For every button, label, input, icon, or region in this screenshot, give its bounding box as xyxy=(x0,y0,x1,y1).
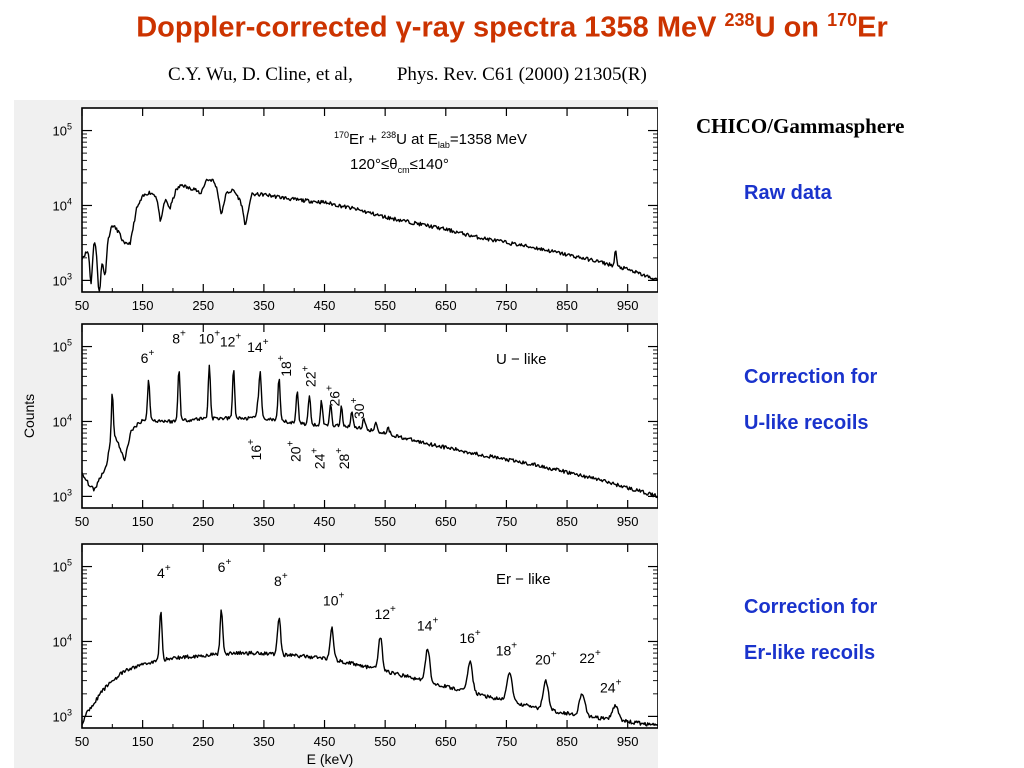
panel-1-y-tick-label: 104 xyxy=(53,196,72,213)
instrument-label: CHICO/Gammasphere xyxy=(696,114,905,138)
panel-2-spin-label: 14+ xyxy=(247,337,269,355)
panel-3-spin-label: 22+ xyxy=(579,648,601,666)
panel-1-reaction-annotation: 170Er + 238U at Elab=1358 MeV xyxy=(334,130,527,150)
panel-1-x-tick-label: 150 xyxy=(132,298,154,313)
panel-3-spin-label: 6+ xyxy=(218,557,232,575)
panel-2-x-tick-label: 450 xyxy=(314,514,336,529)
panel-2-spin-label: 16+ xyxy=(246,439,264,461)
panel-2-spin-label: 28+ xyxy=(334,448,352,470)
panel-2-y-tick-label: 103 xyxy=(53,487,72,504)
panel-1-x-tick-label: 850 xyxy=(556,298,578,313)
panel-3-y-tick-label: 105 xyxy=(53,558,72,575)
panel-3-x-tick-label: 350 xyxy=(253,734,275,749)
panel-3-x-tick-label: 150 xyxy=(132,734,154,749)
panel-2-spin-label: 8+ xyxy=(172,328,186,346)
u-correction-label-line1: Correction for xyxy=(744,366,878,388)
panel-2-spectrum-line xyxy=(81,364,658,499)
panel-2-y-tick-label: 104 xyxy=(53,412,72,429)
panel-3-spin-label: 16+ xyxy=(459,628,481,646)
u-correction-label-line2: U-like recoils xyxy=(744,412,869,434)
panel-1-spectrum-line xyxy=(81,178,658,292)
panel-3-x-axis-title: E (keV) xyxy=(307,751,354,767)
panel-3-x-tick-label: 650 xyxy=(435,734,457,749)
panel-3-spin-label: 12+ xyxy=(374,604,396,622)
title-mass-170: 170 xyxy=(827,10,858,30)
panel-1-x-tick-label: 350 xyxy=(253,298,275,313)
panel-2-x-tick-label: 350 xyxy=(253,514,275,529)
panel-1-x-tick-label: 750 xyxy=(496,298,518,313)
panel-2-spin-label: 6+ xyxy=(141,348,155,366)
panel-3-x-tick-label: 850 xyxy=(556,734,578,749)
panel-2-y-axis-title: Counts xyxy=(21,394,37,438)
panel-3-panel-annotation: Er − like xyxy=(496,571,551,588)
panel-2-spin-label: 30+ xyxy=(349,397,367,419)
raw-data-label: Raw data xyxy=(744,182,832,204)
panel-1-x-tick-label: 50 xyxy=(75,298,89,313)
panel-2-spin-label: 18+ xyxy=(276,355,294,377)
panel-2-x-tick-label: 950 xyxy=(617,514,639,529)
journal-reference: Phys. Rev. C61 (2000) 21305(R) xyxy=(396,64,647,85)
panel-2-x-tick-label: 150 xyxy=(132,514,154,529)
panel-3-x-tick-label: 550 xyxy=(374,734,396,749)
er-correction-label-line1: Correction for xyxy=(744,596,878,618)
panel-3-spin-label: 18+ xyxy=(496,640,518,658)
panel-3-spin-label: 14+ xyxy=(417,616,439,634)
panel-1-x-tick-label: 950 xyxy=(617,298,639,313)
panel-2-spin-label: 12+ xyxy=(220,332,242,350)
panel-1-angle-annotation: 120°≤θcm≤140° xyxy=(350,156,449,175)
panel-3-x-tick-label: 750 xyxy=(496,734,518,749)
title-mass-238: 238 xyxy=(724,10,755,30)
panel-2-x-tick-label: 750 xyxy=(496,514,518,529)
er-correction-label-line2: Er-like recoils xyxy=(744,642,876,664)
panel-2-spin-label: 26+ xyxy=(325,385,343,407)
panel-3-spin-label: 20+ xyxy=(535,650,557,668)
panel-1-x-tick-label: 550 xyxy=(374,298,396,313)
spectra-figure: 50 150 250 350 450 550 650 750 850 950 103 104 105 17… xyxy=(21,107,658,767)
panel-1-x-tick-label: 250 xyxy=(192,298,214,313)
panel-3-y-tick-label: 103 xyxy=(53,707,72,724)
panel-3-x-tick-label: 50 xyxy=(75,734,89,749)
panel-3-spin-label: 10+ xyxy=(323,591,345,609)
panel-1-plot-frame xyxy=(81,107,658,293)
panel-1-y-tick-label: 105 xyxy=(53,122,72,139)
panel-2-x-tick-label: 550 xyxy=(374,514,396,529)
page-title: Doppler-corrected γ-ray spectra 1358 MeV… xyxy=(0,10,1024,45)
panel-2-plot-frame xyxy=(81,323,658,509)
title-mid: U on xyxy=(754,11,828,44)
panel-2-x-tick-label: 850 xyxy=(556,514,578,529)
panel-3-plot-frame xyxy=(81,543,658,729)
panel-3-x-tick-label: 450 xyxy=(314,734,336,749)
panel-1-x-tick-label: 650 xyxy=(435,298,457,313)
panel-3-x-tick-label: 250 xyxy=(192,734,214,749)
panel-2-x-tick-label: 50 xyxy=(75,514,89,529)
title-end: Er xyxy=(857,11,888,44)
citation: C.Y. Wu, D. Cline, et al, Phys. Rev. C61 … xyxy=(168,64,647,86)
panel-2-panel-annotation: U − like xyxy=(496,351,546,368)
authors: C.Y. Wu, D. Cline, et al, xyxy=(168,64,353,85)
panel-3-spin-label: 24+ xyxy=(600,677,622,695)
panel-1-x-tick-label: 450 xyxy=(314,298,336,313)
panel-2-spin-label: 22+ xyxy=(300,366,318,388)
panel-3-spin-label: 8+ xyxy=(274,571,288,589)
panel-1-y-tick-label: 103 xyxy=(53,271,72,288)
panel-3-x-tick-label: 950 xyxy=(617,734,639,749)
title-main: Doppler-corrected γ-ray spectra 1358 MeV xyxy=(136,11,725,44)
panel-2-y-tick-label: 105 xyxy=(53,338,72,355)
panel-2-spin-label: 20+ xyxy=(285,440,303,462)
panel-3-spin-label: 4+ xyxy=(157,563,171,581)
panel-2-x-tick-label: 650 xyxy=(435,514,457,529)
panel-3-spectrum-line xyxy=(81,609,658,727)
panel-2-x-tick-label: 250 xyxy=(192,514,214,529)
panel-3-y-tick-label: 104 xyxy=(53,632,72,649)
panel-2-spin-label: 10+ xyxy=(199,328,221,346)
panel-2-spin-label: 24+ xyxy=(310,448,328,470)
